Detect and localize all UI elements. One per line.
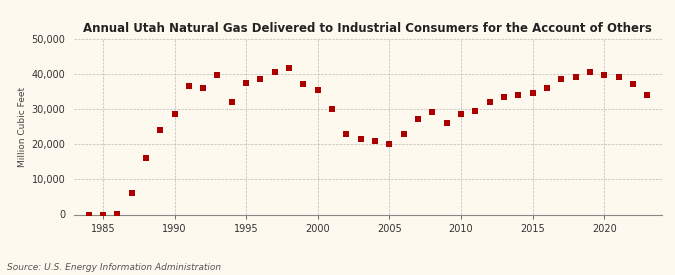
Point	[355, 137, 366, 141]
Point	[184, 84, 194, 88]
Point	[269, 70, 280, 74]
Point	[97, 212, 108, 217]
Point	[499, 94, 510, 99]
Point	[513, 93, 524, 97]
Point	[298, 82, 309, 86]
Point	[556, 77, 566, 81]
Point	[470, 108, 481, 113]
Point	[427, 110, 437, 115]
Point	[441, 121, 452, 125]
Title: Annual Utah Natural Gas Delivered to Industrial Consumers for the Account of Oth: Annual Utah Natural Gas Delivered to Ind…	[84, 21, 652, 35]
Point	[384, 142, 395, 146]
Y-axis label: Million Cubic Feet: Million Cubic Feet	[18, 86, 27, 167]
Point	[140, 156, 151, 160]
Point	[570, 75, 581, 79]
Point	[599, 73, 610, 78]
Point	[456, 112, 466, 116]
Point	[226, 100, 237, 104]
Point	[83, 212, 94, 217]
Point	[112, 212, 123, 216]
Point	[169, 112, 180, 116]
Point	[212, 73, 223, 78]
Point	[370, 138, 381, 143]
Point	[255, 77, 266, 81]
Point	[341, 131, 352, 136]
Point	[327, 107, 338, 111]
Point	[412, 117, 423, 122]
Text: Source: U.S. Energy Information Administration: Source: U.S. Energy Information Administ…	[7, 263, 221, 272]
Point	[628, 82, 639, 86]
Point	[313, 87, 323, 92]
Point	[541, 86, 552, 90]
Point	[484, 100, 495, 104]
Point	[642, 93, 653, 97]
Point	[241, 80, 252, 85]
Point	[613, 75, 624, 79]
Point	[585, 70, 595, 74]
Point	[155, 128, 165, 132]
Point	[527, 91, 538, 95]
Point	[126, 191, 137, 196]
Point	[398, 131, 409, 136]
Point	[198, 86, 209, 90]
Point	[284, 66, 294, 71]
